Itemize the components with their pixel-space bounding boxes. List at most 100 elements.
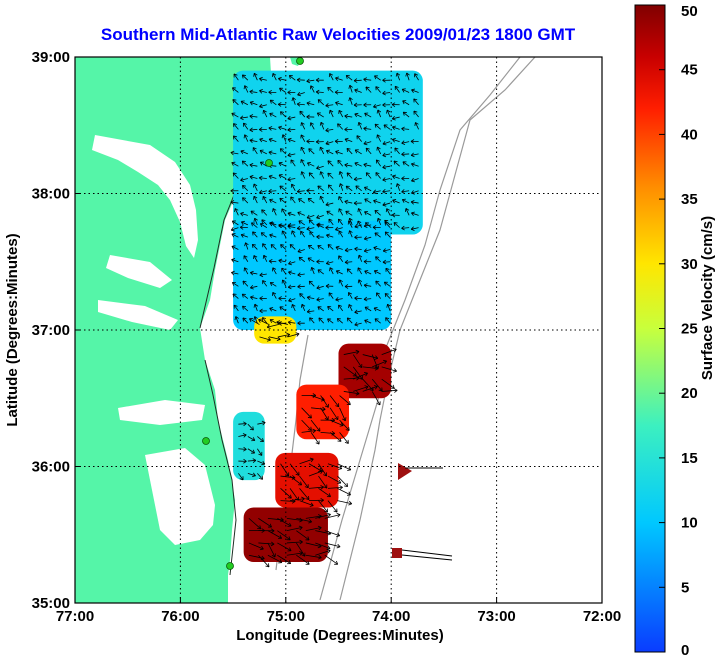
velocity-arrow <box>286 539 303 545</box>
velocity-arrow <box>354 112 362 118</box>
velocity-arrow <box>238 433 247 438</box>
velocity-arrow <box>384 219 391 226</box>
velocity-arrow <box>352 366 363 380</box>
velocity-arrow <box>339 432 349 444</box>
velocity-arrow <box>242 317 249 324</box>
velocity-arrow <box>319 195 325 204</box>
velocity-arrow <box>272 267 277 275</box>
velocity-arrow <box>338 208 344 216</box>
velocity-arrow <box>386 303 391 312</box>
velocity-arrow <box>307 162 315 167</box>
velocity-arrow <box>278 332 291 338</box>
velocity-arrow <box>373 199 381 204</box>
velocity-arrow <box>357 220 363 228</box>
isolated-grid-cell <box>392 548 402 558</box>
velocity-arrow <box>353 385 369 392</box>
velocity-arrow <box>362 354 379 360</box>
velocity-cell <box>233 220 392 330</box>
velocity-arrow <box>297 272 305 278</box>
velocity-arrow <box>327 86 334 93</box>
velocity-arrow <box>268 90 277 95</box>
velocity-arrow <box>231 220 239 226</box>
velocity-arrow <box>353 78 362 83</box>
velocity-arrow <box>318 500 329 513</box>
velocity-arrow <box>316 165 324 170</box>
velocity-arrow <box>328 218 334 226</box>
velocity-arrow <box>259 223 268 228</box>
velocity-arrow <box>276 320 288 325</box>
velocity-arrow <box>391 115 400 121</box>
velocity-arrow <box>242 280 249 287</box>
velocity-arrow <box>238 458 247 464</box>
velocity-arrow <box>289 244 296 250</box>
velocity-arrow <box>244 242 249 250</box>
velocity-arrow <box>345 210 353 216</box>
velocity-arrow <box>259 308 267 314</box>
velocity-arrow <box>401 225 410 231</box>
velocity-arrow <box>257 473 264 480</box>
velocity-arrow <box>372 189 381 195</box>
velocity-arrow <box>247 436 256 442</box>
velocity-arrow <box>268 259 277 264</box>
velocity-arrow <box>278 76 286 82</box>
velocity-arrow <box>382 189 391 194</box>
velocity-arrow <box>230 200 239 205</box>
velocity-arrow <box>385 208 391 216</box>
velocity-arrow <box>268 137 277 143</box>
velocity-arrow <box>338 110 344 118</box>
y-axis-label: Latitude (Degrees:Minutes) <box>4 233 21 426</box>
velocity-arrow <box>395 183 401 191</box>
velocity-arrow <box>258 175 267 181</box>
velocity-arrow <box>382 102 391 108</box>
velocity-arrow <box>281 208 287 216</box>
velocity-arrow <box>258 541 275 547</box>
velocity-arrow <box>287 284 296 290</box>
velocity-arrow <box>318 475 328 489</box>
velocity-arrow <box>337 475 349 487</box>
velocity-arrow <box>269 198 277 204</box>
velocity-arrow <box>300 230 306 238</box>
x-tick-label: 75:00 <box>267 608 305 625</box>
velocity-arrow <box>268 126 277 131</box>
x-tick-label: 77:00 <box>56 608 94 625</box>
velocity-arrow <box>287 137 296 143</box>
velocity-arrow <box>253 255 258 262</box>
velocity-arrow <box>232 99 239 106</box>
velocity-arrow <box>309 122 315 130</box>
velocity-arrow <box>250 270 258 276</box>
velocity-arrow <box>259 272 267 278</box>
velocity-arrow <box>317 185 324 192</box>
velocity-arrow <box>324 513 341 519</box>
velocity-arrow <box>257 460 266 466</box>
velocity-arrow <box>299 457 314 465</box>
velocity-arrow <box>364 198 372 204</box>
velocity-arrow <box>290 196 296 204</box>
velocity-arrow <box>299 475 309 489</box>
velocity-arrow <box>327 500 338 513</box>
colorbar-tick-label: 5 <box>681 579 689 596</box>
velocity-cell <box>233 411 265 481</box>
velocity-arrow <box>391 102 400 107</box>
y-tick-label: 38:00 <box>32 186 70 203</box>
velocity-arrow <box>309 231 315 238</box>
velocity-arrow <box>272 208 277 216</box>
velocity-arrow <box>402 100 410 106</box>
velocity-arrow <box>261 219 268 226</box>
velocity-arrow <box>324 530 341 538</box>
velocity-arrow <box>327 244 334 250</box>
velocity-arrow <box>374 209 381 216</box>
velocity-arrow <box>287 211 296 217</box>
velocity-arrow <box>326 210 334 216</box>
x-axis: 77:00 76:00 75:00 74:00 73:00 72:00 <box>56 597 621 625</box>
velocity-arrow <box>355 185 362 192</box>
velocity-arrow <box>353 102 362 108</box>
velocity-arrow <box>287 176 296 182</box>
velocity-arrow <box>373 103 381 109</box>
colorbar-tick-label: 35 <box>681 191 698 208</box>
velocity-arrow <box>291 97 296 105</box>
velocity-arrow <box>307 245 315 250</box>
velocity-arrow <box>382 248 391 253</box>
velocity-arrow <box>364 306 372 312</box>
velocity-arrow <box>316 222 324 228</box>
velocity-arrow <box>344 247 353 253</box>
